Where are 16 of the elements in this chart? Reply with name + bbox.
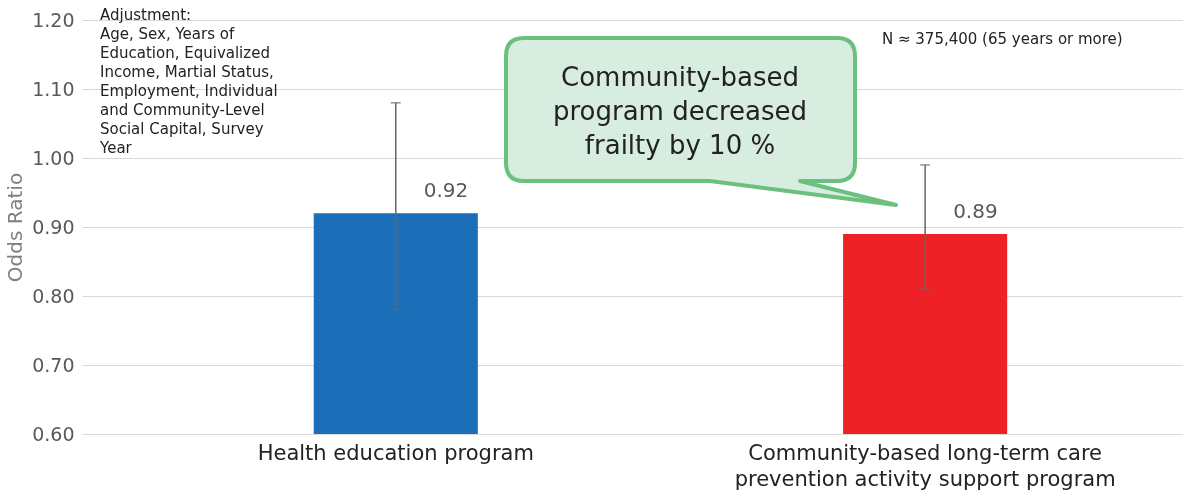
data-label: 0.92: [423, 178, 469, 203]
y-tick-label: 0.60: [32, 422, 75, 445]
y-tick-label: 1.10: [32, 77, 75, 100]
y-axis-title: Odds Ratio: [3, 172, 28, 283]
annotation: Adjustment:: [100, 6, 192, 24]
y-tick-label: 1.00: [32, 146, 75, 169]
annotation: N ≈ 375,400 (65 years or more): [882, 30, 1123, 48]
y-tick-label: 0.80: [32, 284, 75, 307]
x-tick-label: Health education program: [257, 440, 534, 465]
x-tick-label: Community-based long-term care prevention activity support program: [734, 440, 1116, 491]
y-tick-label: 0.70: [32, 353, 75, 376]
y-tick-label: 0.90: [32, 215, 75, 238]
annotation: Community-based program decreased frailty by 10 %: [552, 62, 808, 160]
y-tick-label: 1.20: [32, 8, 75, 31]
annotation: Age, Sex, Years of Education, Equivalized Income, Martial Status, Employment, Individual and Community-Level Social Capital, Survey Year: [99, 25, 278, 157]
data-label: 0.89: [953, 198, 998, 223]
